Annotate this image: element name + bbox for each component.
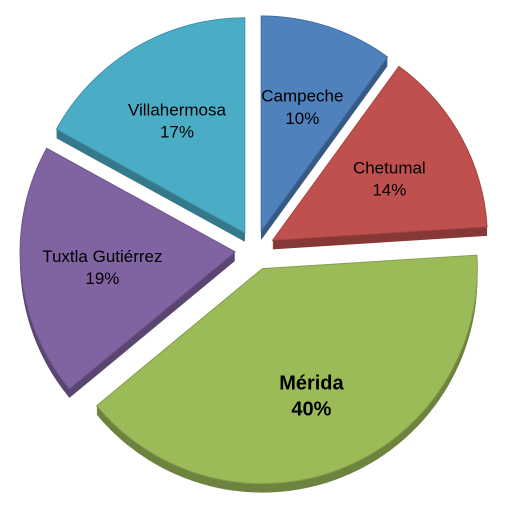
category-label: Chetumal: [353, 159, 426, 178]
pie-slice: [19, 147, 236, 390]
pie-slice: [55, 17, 246, 234]
category-label: Tuxtla Gutiérrez: [42, 247, 162, 266]
data-label: Mérida 40%: [279, 373, 344, 421]
category-label: Villahermosa: [128, 100, 227, 119]
data-label: Villahermosa 17%: [128, 100, 227, 141]
data-label: Chetumal 14%: [353, 159, 426, 200]
value-label: 40%: [291, 399, 331, 421]
pie-slice: [95, 254, 478, 485]
category-label: Campeche: [261, 87, 343, 106]
data-label: Campeche 10%: [261, 87, 343, 128]
data-label: Tuxtla Gutiérrez 19%: [42, 247, 162, 288]
pie-slice: [260, 15, 389, 233]
value-label: 19%: [85, 269, 119, 288]
value-label: 17%: [160, 123, 194, 142]
value-label: 10%: [285, 109, 319, 128]
pie-slice: [271, 65, 488, 241]
category-label: Mérida: [279, 373, 344, 395]
value-label: 14%: [372, 181, 406, 200]
